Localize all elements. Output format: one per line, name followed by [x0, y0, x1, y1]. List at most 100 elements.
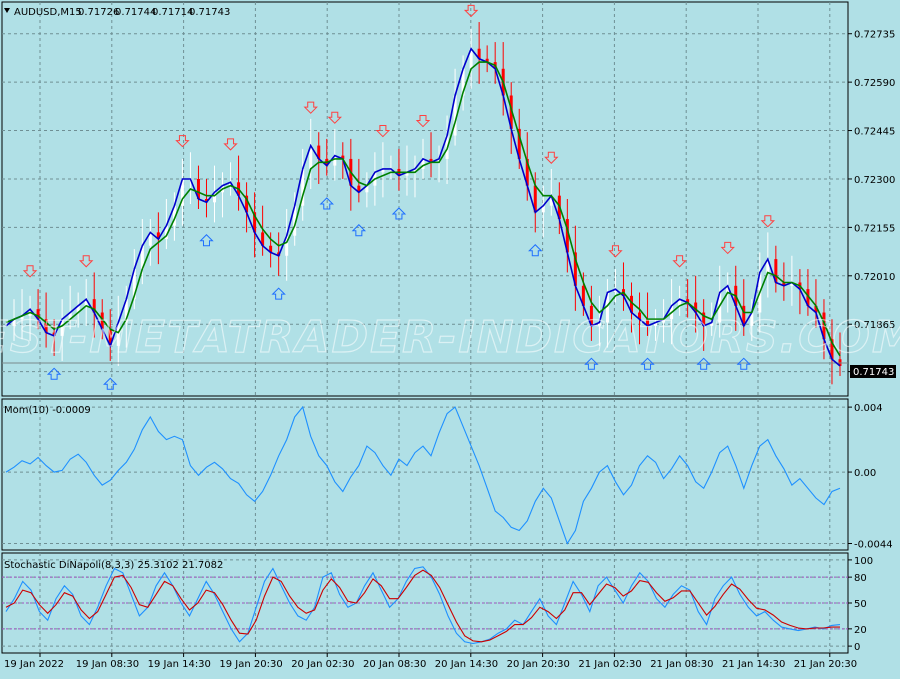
ohlc-close: 0.71743	[189, 7, 230, 18]
bear-candle	[156, 232, 160, 240]
y-tick-label: 0.71865	[854, 320, 895, 331]
bull-candle	[453, 95, 457, 136]
bear-candle	[742, 305, 746, 326]
bear-candle	[100, 312, 104, 330]
stochastic-panel[interactable]: 100 80 50 20 0	[1, 552, 873, 654]
bear-candle	[565, 219, 569, 253]
bull-candle	[116, 322, 120, 346]
bull-candle	[124, 299, 128, 323]
bear-candle	[782, 282, 786, 286]
x-tick-label: 21 Jan 08:30	[650, 659, 713, 670]
y-tick-label: 100	[854, 556, 873, 567]
bear-candle	[429, 158, 433, 163]
bear-candle	[36, 309, 40, 320]
bull-candle	[333, 155, 337, 166]
bull-candle	[405, 172, 409, 176]
bull-candle	[710, 322, 714, 326]
bull-candle	[76, 305, 80, 313]
bear-candle	[509, 95, 513, 129]
triangle-down-icon[interactable]	[4, 8, 10, 13]
bull-candle	[164, 225, 168, 240]
arrow-up-icon	[319, 197, 334, 210]
bull-candle	[213, 192, 216, 203]
bear-candle	[589, 305, 593, 326]
x-tick-label: 21 Jan 02:30	[578, 659, 641, 670]
bear-candle	[341, 155, 345, 159]
bull-candle	[309, 145, 313, 169]
bull-candle	[437, 158, 441, 163]
y-tick-label: -0.0044	[854, 540, 893, 551]
arrow-down-icon	[463, 4, 479, 18]
bear-candle	[269, 245, 273, 253]
x-tick-label: 20 Jan 20:30	[507, 659, 570, 670]
bull-candle	[301, 168, 305, 206]
arrow-up-icon	[271, 287, 286, 300]
arrow-up-icon	[46, 367, 62, 380]
arrow-down-icon	[22, 265, 38, 278]
bear-candle	[517, 128, 521, 159]
bear-candle	[485, 58, 489, 63]
bull-candle	[726, 285, 730, 293]
ohlc-low: 0.71714	[152, 7, 193, 18]
slow-ma-line	[5, 61, 841, 357]
bull-candle	[381, 168, 385, 173]
bull-candle	[766, 259, 770, 273]
bull-candle	[148, 232, 152, 246]
bull-candle	[605, 292, 609, 323]
bear-candle	[638, 312, 642, 320]
bull-candle	[718, 292, 722, 323]
momentum-line	[5, 405, 841, 545]
panel-frame	[1, 398, 849, 551]
bear-candle	[806, 289, 810, 306]
bear-candle	[694, 302, 698, 313]
chart-header: AUDUSD,M15 0.71726 0.71744 0.71714 0.717…	[4, 7, 230, 18]
bull-candle	[140, 245, 144, 270]
bear-candle	[92, 299, 96, 313]
x-tick-label: 20 Jan 08:30	[363, 659, 426, 670]
bull-candle	[229, 182, 233, 186]
momentum-panel[interactable]: 0.004 0.00 -0.0044	[1, 398, 893, 551]
y-tick-label: 0.004	[854, 403, 883, 414]
arrow-down-icon	[78, 255, 94, 268]
bear-candle	[581, 285, 585, 306]
y-tick-label: 0	[854, 642, 860, 653]
bear-candle	[253, 212, 257, 233]
bull-candle	[421, 158, 425, 169]
bear-candle	[573, 252, 577, 286]
y-tick-label: 20	[854, 625, 867, 636]
stochastic-title: Stochastic DiNapoli(8,3,3) 25.3102 21.70…	[4, 560, 223, 571]
bear-candle	[44, 319, 48, 333]
bull-candle	[68, 312, 72, 320]
last-price-label: 0.71743	[853, 367, 894, 378]
bull-candle	[654, 322, 658, 326]
arrow-up-icon	[736, 357, 751, 370]
bear-candle	[814, 305, 818, 313]
arrow-down-icon	[415, 115, 431, 128]
bear-candle	[822, 312, 826, 340]
time-axis: 19 Jan 2022 19 Jan 08:30 19 Jan 14:30 19 Ja…	[4, 653, 857, 670]
y-tick-label: 0.72445	[854, 127, 895, 138]
bull-candle	[413, 168, 417, 173]
arrow-up-icon	[103, 377, 118, 390]
bull-candle	[678, 299, 682, 306]
arrow-down-icon	[672, 255, 687, 268]
bull-candle	[20, 315, 24, 320]
bull-candle	[365, 185, 369, 193]
bull-candle	[60, 319, 64, 336]
watermark-text: BEST-METATRADER-INDICATORS.COM	[0, 312, 900, 363]
bear-candle	[204, 199, 208, 203]
arrow-down-icon	[223, 138, 238, 151]
arrow-up-icon	[351, 224, 367, 237]
x-tick-label: 19 Jan 14:30	[148, 659, 211, 670]
x-tick-label: 19 Jan 20:30	[219, 659, 282, 670]
bull-candle	[285, 235, 289, 256]
bear-candle	[196, 178, 200, 199]
bull-candle	[469, 48, 473, 69]
last-price-marker: 0.71743	[850, 365, 896, 378]
bear-candle	[357, 185, 361, 193]
momentum-title: Mom(10) -0.0009	[4, 405, 91, 416]
arrow-up-icon	[528, 244, 543, 257]
